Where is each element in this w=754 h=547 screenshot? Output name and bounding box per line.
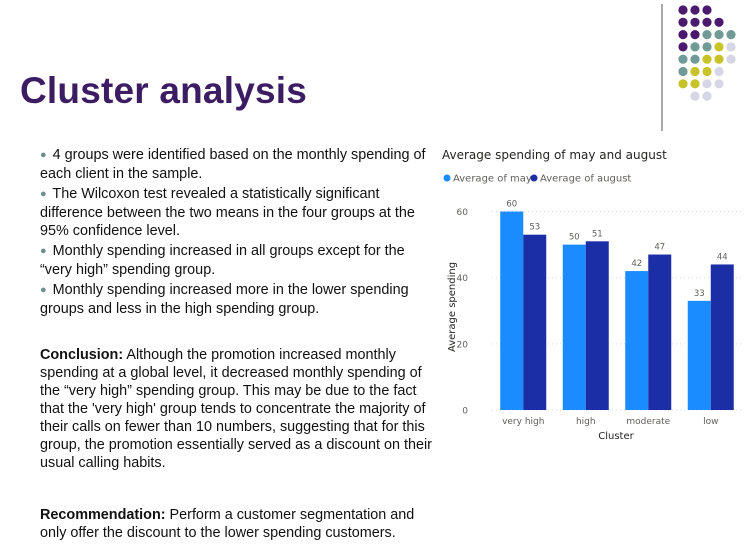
bar-august [585,241,609,410]
decorative-dot-grid [661,4,736,131]
data-label: 33 [694,289,705,299]
decorative-dot [714,42,724,52]
decorative-dot [678,79,688,89]
decorative-dot [702,29,712,40]
legend-marker-may [443,174,451,182]
decorative-dot [690,54,700,64]
bullet-text: Monthly spending increased more in the l… [40,282,409,317]
bullet-dot-icon: ● [40,284,47,296]
y-tick-label: 40 [457,274,469,284]
legend-label-may: Average of may [453,174,532,185]
x-tick-label: low [703,417,718,427]
decorative-dot [690,42,700,52]
decorative-dot [678,54,688,64]
decorative-dot [714,17,724,27]
bullet-text: Monthly spending increased in all groups… [40,243,405,278]
bar-may [687,300,711,410]
bar-august [648,254,672,410]
decorative-dot [726,29,736,40]
data-label: 60 [506,200,517,210]
bullet-item: ● 4 groups were identified based on the … [40,146,432,183]
decorative-dot [690,66,700,77]
bullet-text: The Wilcoxon test revealed a statistical… [40,186,415,239]
recommendation-text: Perform a customer segmentation and only… [40,507,415,541]
slide-body: ● 4 groups were identified based on the … [40,146,432,542]
decorative-dot [726,54,736,64]
chart-bars [500,211,734,410]
decorative-dot [678,42,688,52]
decorative-dot [690,17,700,27]
bar-may [500,211,524,410]
x-tick-label: high [576,417,596,427]
chart-labels: 0 20 40 60 60 53 very high 50 51 high 42 47 moderate… [457,200,728,427]
chart-title: Average spending of may and august [442,148,667,162]
decorative-dot [714,79,724,89]
chart-legend: Average of may Average of august [443,174,631,185]
bullet-dot-icon: ● [40,245,47,257]
data-label: 53 [529,223,540,233]
decorative-dot [690,79,700,89]
data-label: 47 [654,243,665,253]
decorative-dot [702,17,712,27]
decorative-dot [690,29,700,40]
decorative-dot [702,54,712,64]
decorative-dot [702,91,712,101]
decorative-dot [690,5,700,15]
bar-may [562,244,586,410]
decorative-dot [678,17,688,27]
y-tick-label: 20 [457,340,469,350]
decorative-dot [702,79,712,89]
bullet-item: ● The Wilcoxon test revealed a statistic… [40,185,432,240]
bar-august [523,234,547,410]
data-label: 50 [569,233,580,243]
bar-chart: 0 20 40 60 60 53 very high 50 51 high 42 47 moderate… [442,148,742,442]
decorative-dot [726,42,736,52]
recommendation-label: Recommendation: [40,507,166,523]
x-axis-label: Cluster [598,431,634,442]
recommendation-paragraph: Recommendation: Perform a customer segme… [40,506,432,542]
decorative-dot [690,91,700,101]
decorative-dot [702,66,712,77]
y-tick-label: 60 [457,208,469,218]
bullet-item: ● Monthly spending increased more in the… [40,281,432,318]
slide-title: Cluster analysis [20,70,308,111]
bullet-item: ● Monthly spending increased in all grou… [40,242,432,279]
bullet-dot-icon: ● [40,149,47,161]
decorative-dot [702,5,712,15]
bullet-dot-icon: ● [40,188,47,200]
decorative-dot [714,66,724,77]
x-tick-label: very high [502,417,544,427]
decorative-dot [678,66,688,77]
legend-label-august: Average of august [540,174,631,185]
conclusion-label: Conclusion: [40,347,124,363]
decorative-dot [678,29,688,40]
conclusion-text: Although the promotion increased monthly… [40,347,432,471]
decorative-dot [678,5,688,15]
y-axis-label: Average spending [447,262,458,352]
conclusion-paragraph: Conclusion: Although the promotion incre… [40,346,432,472]
decorative-dot [714,54,724,64]
x-tick-label: moderate [626,417,670,427]
bar-may [625,271,649,410]
legend-marker-august [530,174,538,182]
bullet-text: 4 groups were identified based on the mo… [40,147,426,182]
y-tick-label: 0 [462,407,468,417]
data-label: 42 [631,259,642,269]
decorative-dot [714,29,724,40]
decorative-dot [702,42,712,52]
data-label: 44 [717,252,728,262]
bar-august [710,264,734,410]
data-label: 51 [592,229,603,239]
